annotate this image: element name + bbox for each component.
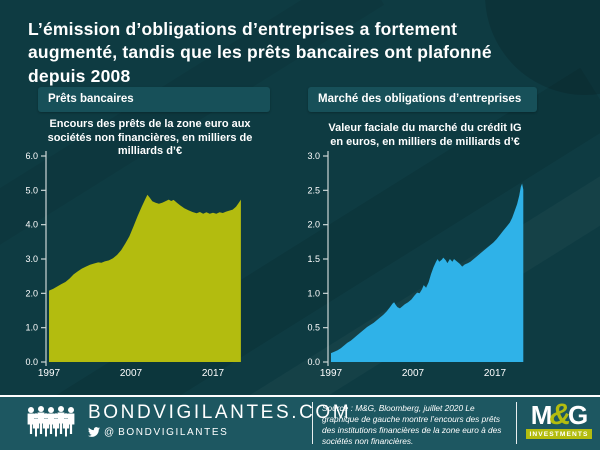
twitter-handle: BONDVIGILANTES [118,426,229,438]
footer-divider-2 [516,402,517,444]
bonds-chart: 0.0 0.5 1.0 1.5 2.0 2.5 3.0 1997 2007 2017 [307,151,524,379]
svg-text:2.0: 2.0 [307,220,320,230]
bondvigilantes-block: BONDVIGILANTES.COM @ BONDVIGILANTES [88,402,351,438]
svg-text:5.0: 5.0 [25,185,38,195]
svg-text:0.0: 0.0 [307,357,320,367]
people-icon [27,406,75,437]
site-name: BONDVIGILANTES.COM [88,402,352,423]
svg-text:1997: 1997 [320,368,343,379]
svg-text:3.0: 3.0 [25,254,38,264]
title-line-2: augmenté, tandis que les prêts bancaires… [28,42,492,63]
svg-text:1997: 1997 [38,368,61,379]
footer-band: BONDVIGILANTES.COM @ BONDVIGILANTES Sour… [0,395,600,450]
twitter-at: @ [104,426,115,438]
svg-text:6.0: 6.0 [25,151,38,161]
loans-chart-subtitle: Encours des prêts de la zone euro aux so… [47,118,253,157]
svg-text:2017: 2017 [202,368,225,379]
svg-text:2007: 2007 [120,368,143,379]
mg-wordmark: M&G [530,398,589,431]
svg-text:2017: 2017 [484,368,507,379]
mg-investments-logo: M&G INVESTMENTS [526,398,592,439]
svg-text:0.0: 0.0 [25,357,38,367]
page-title: L’émission d’obligations d’entreprises a… [28,18,588,89]
svg-text:2.5: 2.5 [307,185,320,195]
footer-divider-1 [312,402,313,444]
svg-text:4.0: 4.0 [25,220,38,230]
chip-marche-obligations: Marché des obligations d’entreprises [308,87,537,112]
bonds-chart-subtitle: Valeur faciale du marché du crédit IG en… [328,122,522,148]
chip-prets-bancaires: Prêts bancaires [38,87,270,112]
ampersand: & [549,398,571,431]
svg-text:3.0: 3.0 [307,151,320,161]
svg-text:2007: 2007 [402,368,425,379]
twitter-line: @ BONDVIGILANTES [88,426,351,438]
svg-text:1.0: 1.0 [25,323,38,333]
svg-text:1.5: 1.5 [307,254,320,264]
investments-label: INVESTMENTS [526,429,592,439]
svg-text:2.0: 2.0 [25,288,38,298]
title-line-1: L’émission d’obligations d’entreprises a… [28,18,458,39]
source-note: Source : M&G, Bloomberg, juillet 2020 Le… [322,403,502,447]
title-line-3: depuis 2008 [28,65,131,86]
twitter-bird-icon [88,427,100,437]
svg-text:1.0: 1.0 [307,288,320,298]
svg-text:0.5: 0.5 [307,323,320,333]
loans-chart: 0.0 1.0 2.0 3.0 4.0 5.0 6.0 1997 2007 2017 [25,151,241,379]
